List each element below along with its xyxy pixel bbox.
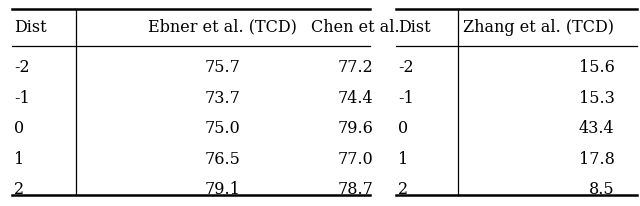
Text: Ebner et al. (TCD): Ebner et al. (TCD) xyxy=(148,19,297,36)
Text: -1: -1 xyxy=(398,90,414,107)
Text: 2: 2 xyxy=(398,181,408,198)
Text: 0: 0 xyxy=(398,120,408,137)
Text: 77.0: 77.0 xyxy=(337,151,373,167)
Text: 2: 2 xyxy=(14,181,24,198)
Text: Dist: Dist xyxy=(398,19,431,36)
Text: 1: 1 xyxy=(14,151,24,167)
Text: 76.5: 76.5 xyxy=(205,151,241,167)
Text: -2: -2 xyxy=(398,59,413,76)
Text: 8.5: 8.5 xyxy=(589,181,614,198)
Text: 75.7: 75.7 xyxy=(205,59,241,76)
Text: 79.6: 79.6 xyxy=(337,120,373,137)
Text: 73.7: 73.7 xyxy=(205,90,241,107)
Text: 79.1: 79.1 xyxy=(205,181,241,198)
Text: -2: -2 xyxy=(14,59,29,76)
Text: 0: 0 xyxy=(14,120,24,137)
Text: Chen et al.: Chen et al. xyxy=(311,19,399,36)
Text: 43.4: 43.4 xyxy=(579,120,614,137)
Text: 77.2: 77.2 xyxy=(337,59,373,76)
Text: Dist: Dist xyxy=(14,19,47,36)
Text: 1: 1 xyxy=(398,151,408,167)
Text: 78.7: 78.7 xyxy=(337,181,373,198)
Text: 75.0: 75.0 xyxy=(205,120,241,137)
Text: 15.3: 15.3 xyxy=(579,90,614,107)
Text: Zhang et al. (TCD): Zhang et al. (TCD) xyxy=(463,19,614,36)
Text: 74.4: 74.4 xyxy=(337,90,373,107)
Text: 15.6: 15.6 xyxy=(579,59,614,76)
Text: -1: -1 xyxy=(14,90,30,107)
Text: 17.8: 17.8 xyxy=(579,151,614,167)
